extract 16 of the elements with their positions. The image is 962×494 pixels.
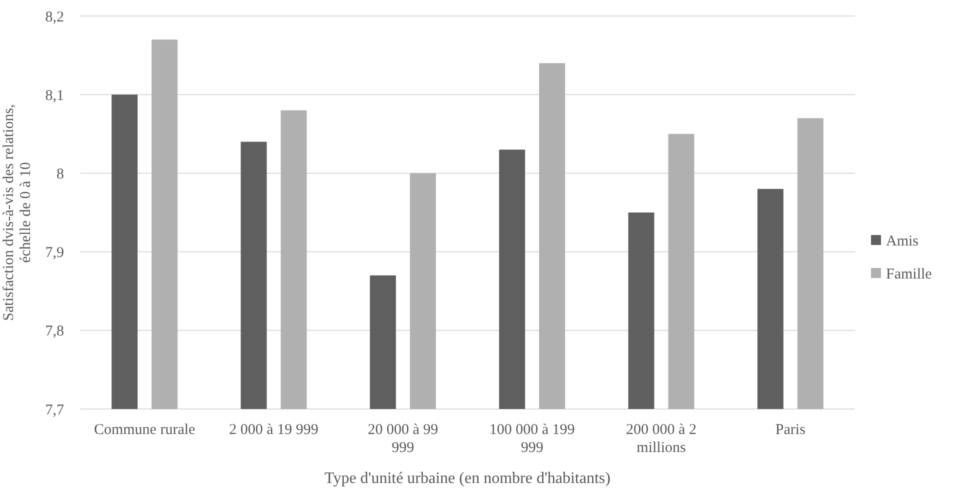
y-tick-label: 7,8 bbox=[45, 324, 64, 340]
x-tick-label: 20 000 à 99 999 bbox=[368, 422, 438, 456]
x-tick-label: Commune rurale bbox=[94, 422, 196, 438]
x-tick-label: 100 000 à 199 999 bbox=[489, 422, 575, 456]
y-tick-label: 7,7 bbox=[45, 402, 64, 418]
x-tick-label: Paris bbox=[775, 422, 806, 438]
legend-label: Famille bbox=[886, 266, 932, 282]
x-tick-label: 200 000 à 2 millions bbox=[626, 422, 696, 456]
y-tick-label: 8,1 bbox=[45, 88, 64, 104]
y-axis-title: Satisfaction dvis-à-vis des relations, échelle de 0 à 10 bbox=[1, 104, 34, 321]
y-tick-label: 8 bbox=[56, 166, 64, 182]
x-axis-title: Type d'unité urbaine (en nombre d'habitants) bbox=[324, 470, 610, 487]
y-tick-label: 8,2 bbox=[45, 9, 64, 26]
x-tick-label: 2 000 à 19 999 bbox=[229, 422, 318, 438]
legend-label: Amis bbox=[886, 233, 919, 250]
y-tick-label: 7,9 bbox=[45, 245, 64, 262]
